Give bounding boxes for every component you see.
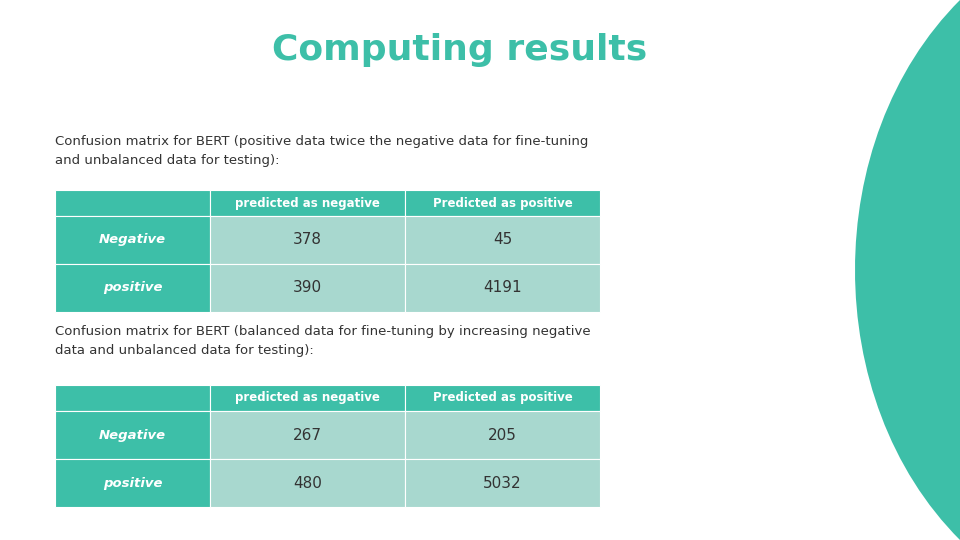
Bar: [405, 216, 600, 264]
Text: positive: positive: [103, 281, 162, 294]
Text: 378: 378: [293, 233, 322, 247]
Bar: [55, 459, 210, 507]
Bar: [55, 385, 210, 411]
Text: 390: 390: [293, 280, 322, 295]
Text: 45: 45: [492, 233, 512, 247]
Text: predicted as negative: predicted as negative: [235, 392, 380, 404]
Text: Computing results: Computing results: [273, 33, 648, 67]
Text: Predicted as positive: Predicted as positive: [433, 392, 572, 404]
Text: 480: 480: [293, 476, 322, 490]
Bar: [405, 385, 600, 411]
Text: positive: positive: [103, 476, 162, 489]
Bar: [405, 411, 600, 459]
Text: Predicted as positive: Predicted as positive: [433, 197, 572, 210]
Bar: [210, 190, 405, 216]
Bar: [55, 216, 210, 264]
Bar: [55, 411, 210, 459]
Text: Confusion matrix for BERT (positive data twice the negative data for fine-tuning: Confusion matrix for BERT (positive data…: [55, 135, 588, 167]
Text: 4191: 4191: [483, 280, 522, 295]
PathPatch shape: [855, 0, 960, 540]
Text: predicted as negative: predicted as negative: [235, 197, 380, 210]
Text: Confusion matrix for BERT (balanced data for fine-tuning by increasing negative
: Confusion matrix for BERT (balanced data…: [55, 325, 590, 357]
Text: 267: 267: [293, 428, 322, 442]
Bar: [405, 459, 600, 507]
Bar: [55, 190, 210, 216]
Bar: [210, 264, 405, 312]
Bar: [210, 411, 405, 459]
Bar: [210, 385, 405, 411]
Bar: [210, 459, 405, 507]
Bar: [405, 190, 600, 216]
Bar: [210, 216, 405, 264]
Text: 205: 205: [488, 428, 516, 442]
Text: 5032: 5032: [483, 476, 522, 490]
Text: Negative: Negative: [99, 429, 166, 442]
Text: Negative: Negative: [99, 233, 166, 246]
Bar: [405, 264, 600, 312]
Bar: [55, 264, 210, 312]
